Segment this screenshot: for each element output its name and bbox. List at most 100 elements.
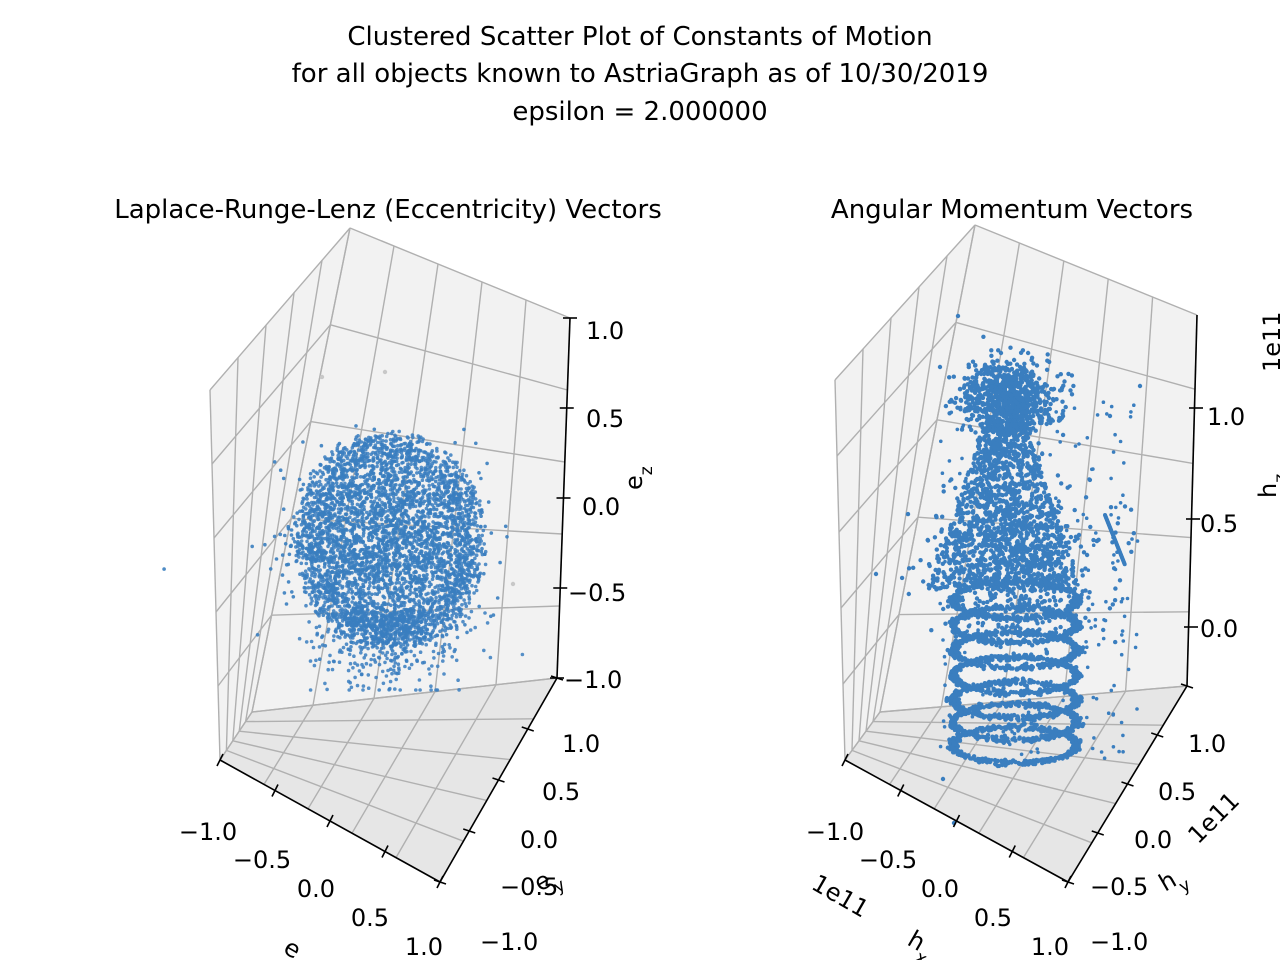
data-point [426, 472, 430, 476]
data-point [442, 624, 447, 628]
data-point [363, 442, 367, 446]
data-point [326, 582, 330, 587]
data-point [366, 513, 371, 517]
data-point [371, 641, 376, 646]
data-point [448, 480, 453, 485]
data-point [327, 529, 332, 533]
data-point [317, 624, 322, 629]
data-point [340, 483, 345, 488]
data-point [294, 559, 299, 564]
grid-line [244, 260, 323, 722]
data-point [326, 488, 331, 492]
data-point [463, 601, 468, 606]
data-point [289, 544, 293, 549]
data-point [402, 531, 406, 535]
data-point [367, 533, 372, 537]
data-point [335, 586, 340, 591]
data-point [331, 609, 336, 613]
data-point [424, 592, 428, 597]
data-point [480, 546, 484, 551]
data-point [421, 635, 426, 640]
data-point [401, 460, 405, 465]
data-point [413, 529, 417, 534]
data-point [314, 526, 319, 531]
data-point [397, 597, 402, 601]
data-point [375, 562, 379, 567]
data-point [403, 558, 408, 563]
data-point [455, 528, 460, 532]
data-point [334, 591, 339, 596]
data-point [460, 535, 465, 540]
data-point [422, 455, 426, 460]
data-point [469, 573, 473, 578]
data-point [340, 499, 344, 504]
data-point [459, 548, 464, 552]
data-point [360, 672, 364, 676]
data-point [391, 440, 396, 444]
data-point [353, 507, 358, 511]
data-point [475, 544, 480, 548]
data-point [354, 468, 359, 472]
ez-axis-label: ez [620, 466, 657, 490]
data-point [432, 491, 436, 496]
data-point [421, 610, 426, 615]
data-point [360, 625, 364, 630]
data-point [272, 534, 277, 539]
data-point [364, 516, 369, 521]
data-point [350, 505, 355, 510]
data-point [356, 639, 360, 644]
data-point [474, 588, 479, 593]
data-point [434, 643, 438, 647]
data-point [315, 551, 320, 556]
data-point [467, 486, 471, 490]
data-point [390, 671, 394, 676]
data-point [390, 479, 395, 483]
data-point [338, 493, 343, 497]
data-point [310, 480, 315, 484]
data-point [331, 638, 336, 643]
data-point [340, 451, 345, 455]
data-point [376, 575, 381, 579]
data-point [299, 542, 303, 547]
data-point [332, 634, 336, 638]
data-point [308, 577, 313, 581]
data-point [414, 513, 419, 517]
title-line-1: Clustered Scatter Plot of Constants of M… [347, 22, 932, 52]
data-point [447, 586, 451, 591]
grid-line [312, 245, 395, 706]
data-point [412, 643, 416, 648]
data-point [370, 592, 374, 597]
data-point [350, 600, 355, 604]
data-point [455, 554, 459, 558]
data-point [395, 488, 399, 493]
data-point [397, 668, 401, 672]
data-point [463, 532, 468, 536]
data-point [420, 478, 425, 483]
data-point [337, 475, 342, 480]
data-point [368, 560, 372, 565]
data-point [421, 558, 426, 563]
data-point [322, 503, 327, 507]
data-point [417, 678, 422, 682]
data-point [333, 514, 338, 518]
data-point [399, 583, 404, 588]
data-point [344, 642, 349, 646]
data-point [404, 485, 408, 489]
data-point [394, 548, 398, 552]
data-point [375, 528, 380, 533]
data-point [460, 475, 464, 479]
data-point [399, 448, 404, 452]
data-point [462, 598, 466, 602]
data-point [354, 458, 359, 462]
data-point [374, 496, 379, 500]
data-point [445, 480, 449, 484]
data-point [412, 604, 416, 609]
data-point [449, 453, 453, 457]
data-point [383, 443, 387, 448]
data-point [473, 520, 478, 524]
data-point [387, 626, 391, 630]
data-point [389, 563, 393, 567]
data-point [404, 457, 409, 462]
data-point [350, 583, 355, 588]
data-point [328, 575, 333, 579]
